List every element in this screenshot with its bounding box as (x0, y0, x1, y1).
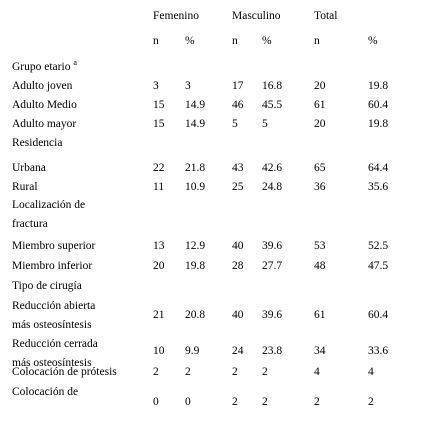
sub-header: n (232, 35, 238, 47)
cell: 9.9 (185, 345, 200, 357)
cell: 60.4 (368, 99, 389, 111)
cell: 5 (262, 118, 268, 130)
group-header: Femenino (153, 10, 199, 22)
cell: 43 (232, 162, 244, 174)
row-label: Adulto mayor (12, 118, 77, 130)
cell: 35.6 (368, 181, 389, 193)
row-label: Urbana (12, 162, 46, 174)
row-label: Reducción cerrada (12, 338, 98, 350)
cell: 64.4 (368, 162, 389, 174)
cell: 61 (314, 309, 326, 321)
row-label: Colocación de prótesis (12, 366, 117, 378)
row-label: Adulto Medio (12, 99, 77, 111)
cell: 45.5 (262, 99, 283, 111)
cell: 2 (314, 396, 320, 408)
group-header: Masculino (232, 10, 281, 22)
cell: 14.9 (185, 99, 206, 111)
row-label: Grupo etario a (12, 58, 77, 73)
row-label: Miembro superior (12, 240, 96, 252)
cell: 13 (153, 240, 165, 252)
row-label: Tipo de cirugía (12, 280, 82, 292)
cell: 15 (153, 118, 165, 130)
sub-header: % (262, 35, 272, 47)
cell: 34 (314, 345, 326, 357)
cell: 19.8 (368, 80, 389, 92)
cell: 61 (314, 99, 326, 111)
cell: 65 (314, 162, 326, 174)
cell: 2 (262, 396, 268, 408)
cell: 0 (153, 396, 159, 408)
cell: 3 (185, 80, 191, 92)
cell: 4 (368, 366, 374, 378)
cell: 15 (153, 99, 165, 111)
cell: 12.9 (185, 240, 206, 252)
cell: 16.8 (262, 80, 283, 92)
cell: 2 (185, 366, 191, 378)
cell: 28 (232, 260, 244, 272)
cell: 53 (314, 240, 326, 252)
cell: 5 (232, 118, 238, 130)
cell: 4 (314, 366, 320, 378)
cell: 36 (314, 181, 326, 193)
cell: 19.8 (185, 260, 206, 272)
cell: 33.6 (368, 345, 389, 357)
row-label: más osteosíntesis (12, 319, 92, 331)
cell: 20.8 (185, 309, 206, 321)
cell: 20 (314, 80, 326, 92)
cell: 21.8 (185, 162, 206, 174)
row-label: Adulto joven (12, 80, 73, 92)
cell: 20 (153, 260, 165, 272)
cell: 19.8 (368, 118, 389, 130)
row-label: Colocación de (12, 386, 79, 398)
sub-header: n (153, 35, 159, 47)
sub-header: % (185, 35, 195, 47)
cell: 24.8 (262, 181, 283, 193)
row-label: fractura (12, 218, 48, 230)
cell: 10.9 (185, 181, 206, 193)
cell: 14.9 (185, 118, 206, 130)
cell: 48 (314, 260, 326, 272)
cell: 17 (232, 80, 244, 92)
cell: 0 (185, 396, 191, 408)
footnote-mark: a (73, 58, 77, 68)
row-label: Residencia (12, 137, 63, 149)
group-header: Total (314, 10, 338, 22)
cell: 10 (153, 345, 165, 357)
cell: 2 (262, 366, 268, 378)
cell: 2 (232, 366, 238, 378)
cell: 42.6 (262, 162, 283, 174)
cell: 21 (153, 309, 165, 321)
cell: 60.4 (368, 309, 389, 321)
row-label: Localización de (12, 199, 86, 211)
cell: 47.5 (368, 260, 389, 272)
cell: 23.8 (262, 345, 283, 357)
sub-header: n (314, 35, 320, 47)
cell: 2 (232, 396, 238, 408)
cell: 2 (368, 396, 374, 408)
row-label: Miembro inferior (12, 260, 93, 272)
row-label: Rural (12, 181, 38, 193)
sub-header: % (368, 35, 378, 47)
cell: 39.6 (262, 240, 283, 252)
cell: 39.6 (262, 309, 283, 321)
cell: 27.7 (262, 260, 283, 272)
cell: 20 (314, 118, 326, 130)
cell: 2 (153, 366, 159, 378)
cell: 40 (232, 240, 244, 252)
cell: 3 (153, 80, 159, 92)
cell: 11 (153, 181, 165, 193)
cell: 40 (232, 309, 244, 321)
cell: 52.5 (368, 240, 389, 252)
cell: 25 (232, 181, 244, 193)
row-label: más osteosíntesis (12, 357, 92, 369)
row-label: Reducción abierta (12, 300, 96, 312)
cell: 22 (153, 162, 165, 174)
cell: 46 (232, 99, 244, 111)
cell: 24 (232, 345, 244, 357)
